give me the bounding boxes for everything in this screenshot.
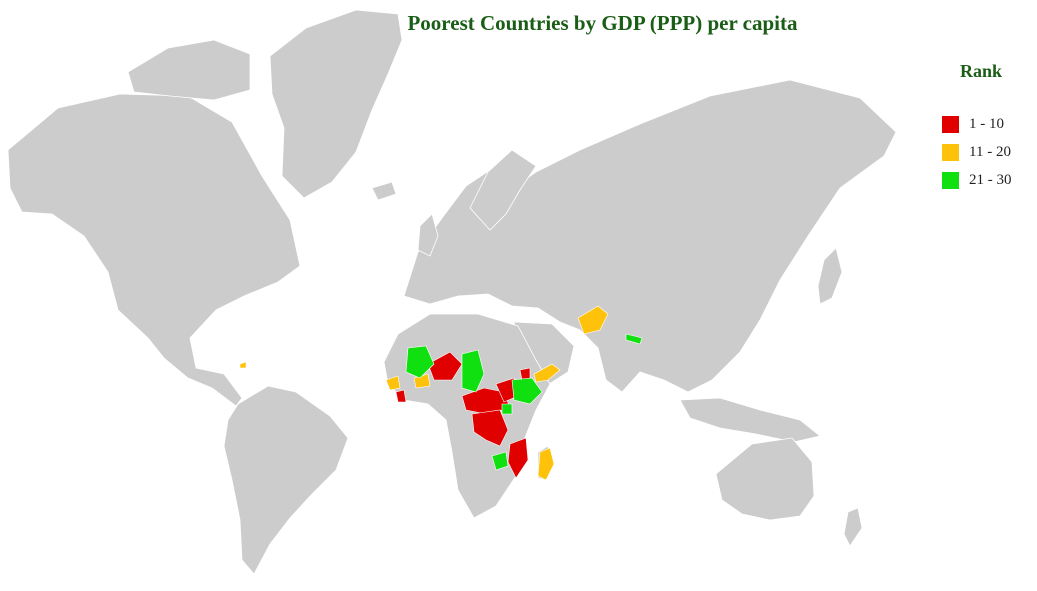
british-isles[interactable] bbox=[417, 213, 439, 257]
legend-label: 21 - 30 bbox=[969, 171, 1012, 188]
legend-label: 11 - 20 bbox=[969, 143, 1011, 160]
legend-item-rank-1-10[interactable]: 1 - 10 bbox=[942, 114, 1004, 134]
country-haiti[interactable] bbox=[239, 361, 247, 369]
legend-swatch-red bbox=[942, 115, 959, 133]
country-chad[interactable] bbox=[461, 349, 485, 393]
rank-1-10-countries bbox=[395, 351, 531, 479]
africa[interactable] bbox=[383, 313, 551, 519]
country-burkina-faso[interactable] bbox=[413, 373, 431, 389]
new-zealand[interactable] bbox=[843, 507, 863, 547]
country-guinea[interactable] bbox=[385, 375, 401, 391]
rank-11-20-countries bbox=[239, 305, 609, 481]
greenland[interactable] bbox=[269, 9, 403, 199]
country-afghanistan[interactable] bbox=[577, 305, 609, 335]
country-niger[interactable] bbox=[427, 351, 463, 381]
country-nepal[interactable] bbox=[625, 333, 643, 345]
country-ethiopia[interactable] bbox=[511, 377, 543, 405]
map-title: Poorest Countries by GDP (PPP) per capit… bbox=[407, 11, 798, 35]
legend-title: Rank bbox=[960, 61, 1003, 81]
southeast-asia-islands[interactable] bbox=[679, 397, 821, 443]
rank-21-30-countries bbox=[405, 333, 643, 471]
country-yemen[interactable] bbox=[533, 363, 561, 383]
australia[interactable] bbox=[715, 437, 815, 521]
iceland[interactable] bbox=[371, 181, 397, 201]
japan[interactable] bbox=[817, 247, 843, 305]
country-drc[interactable] bbox=[471, 409, 509, 447]
north-america[interactable] bbox=[7, 93, 301, 407]
scandinavia[interactable] bbox=[469, 149, 537, 231]
legend-item-rank-11-20[interactable]: 11 - 20 bbox=[942, 142, 1011, 162]
legend-swatch-green bbox=[942, 171, 959, 189]
country-madagascar[interactable] bbox=[537, 447, 555, 481]
legend-swatch-orange bbox=[942, 143, 959, 161]
country-uganda[interactable] bbox=[501, 403, 513, 415]
country-mali[interactable] bbox=[405, 345, 435, 379]
country-mozambique[interactable] bbox=[507, 437, 529, 479]
country-liberia[interactable] bbox=[395, 389, 407, 403]
legend-label: 1 - 10 bbox=[969, 115, 1004, 132]
country-zimbabwe[interactable] bbox=[491, 451, 509, 471]
legend-item-rank-21-30[interactable]: 21 - 30 bbox=[942, 170, 1012, 190]
arctic-islands[interactable] bbox=[127, 39, 251, 101]
south-america[interactable] bbox=[223, 385, 349, 575]
